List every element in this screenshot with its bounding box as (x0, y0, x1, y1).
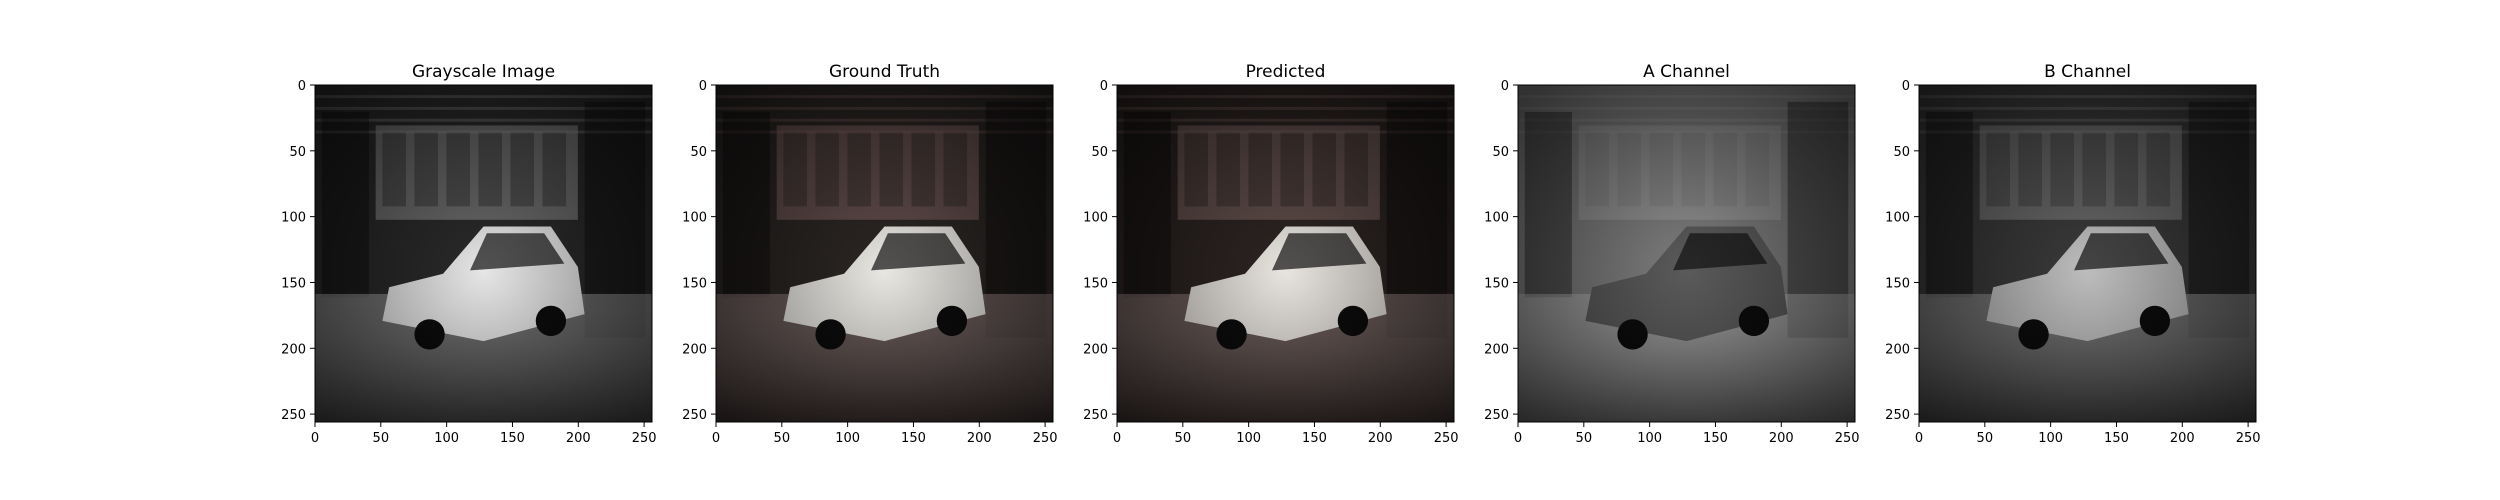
y-tick-label: 250 (682, 408, 707, 423)
y-tick-label: 200 (1083, 342, 1108, 357)
y-tick-label: 50 (1091, 145, 1108, 160)
x-tick-label: 100 (1236, 431, 1261, 446)
y-tick-label: 100 (281, 211, 306, 226)
panel-title: B Channel (2044, 62, 2131, 82)
y-tick-label: 150 (682, 276, 707, 291)
x-tick-label: 0 (311, 431, 319, 446)
x-tick-label: 150 (500, 431, 525, 446)
panel-a-channel: A Channel 0 50 100 150 200 250 0 50 100 150 200 250 (1484, 62, 1859, 446)
x-tick-label: 250 (1434, 431, 1459, 446)
y-tick-label: 100 (1484, 211, 1509, 226)
panel-image (1518, 85, 1855, 422)
y-tick-label: 50 (690, 145, 707, 160)
panel-title: Predicted (1246, 62, 1326, 82)
x-tick-label: 0 (1915, 431, 1923, 446)
x-tick-label: 100 (835, 431, 860, 446)
x-tick-label: 150 (1703, 431, 1728, 446)
x-tick-label: 100 (1637, 431, 1662, 446)
y-tick-label: 200 (1885, 342, 1910, 357)
panels: Grayscale Image 0 50 100 150 200 250 0 50 100 150 2… (281, 62, 2260, 446)
x-tick-label: 50 (373, 431, 390, 446)
y-tick-label: 250 (281, 408, 306, 423)
x-tick-label: 150 (1302, 431, 1327, 446)
panel-image (716, 85, 1053, 422)
panel-grayscale: Grayscale Image 0 50 100 150 200 250 0 50 100 150 2… (281, 62, 656, 446)
panel-title: A Channel (1643, 62, 1730, 82)
y-tick-label: 100 (682, 211, 707, 226)
panel-image (1919, 85, 2256, 422)
y-tick-label: 200 (1484, 342, 1509, 357)
y-tick-label: 150 (1484, 276, 1509, 291)
y-tick-label: 50 (1492, 145, 1509, 160)
y-tick-label: 250 (1885, 408, 1910, 423)
y-tick-label: 0 (699, 79, 707, 94)
y-tick-label: 0 (1501, 79, 1509, 94)
y-tick-label: 0 (1100, 79, 1108, 94)
x-tick-label: 50 (774, 431, 791, 446)
x-tick-label: 200 (1368, 431, 1393, 446)
x-tick-label: 100 (2038, 431, 2063, 446)
x-tick-label: 250 (1033, 431, 1058, 446)
axes-frame (1517, 84, 1856, 423)
axes-frame (1116, 84, 1455, 423)
y-tick-label: 50 (289, 145, 306, 160)
x-tick-label: 150 (2104, 431, 2129, 446)
x-tick-label: 250 (1835, 431, 1860, 446)
axes-frame (1918, 84, 2257, 423)
y-tick-label: 200 (682, 342, 707, 357)
axes-frame (715, 84, 1054, 423)
x-tick-label: 50 (1175, 431, 1192, 446)
x-tick-label: 150 (901, 431, 926, 446)
y-tick-label: 0 (1902, 79, 1910, 94)
y-tick-label: 250 (1484, 408, 1509, 423)
x-tick-label: 100 (434, 431, 459, 446)
panel-title: Ground Truth (829, 62, 940, 82)
y-tick-label: 200 (281, 342, 306, 357)
x-tick-label: 0 (1514, 431, 1522, 446)
x-tick-label: 200 (2170, 431, 2195, 446)
y-tick-label: 150 (1083, 276, 1108, 291)
panel-b-channel: B Channel 0 50 100 150 200 250 0 50 100 150 200 250 (1885, 62, 2260, 446)
panel-predicted: Predicted 0 50 100 150 200 250 0 50 100 150 200 250 (1083, 62, 1458, 446)
panel-ground-truth: Ground Truth 0 50 100 150 200 250 0 50 100 150 200 2… (682, 62, 1057, 446)
x-tick-label: 200 (967, 431, 992, 446)
y-tick-label: 100 (1885, 211, 1910, 226)
y-tick-label: 50 (1893, 145, 1910, 160)
y-tick-label: 100 (1083, 211, 1108, 226)
panel-title: Grayscale Image (412, 62, 555, 82)
y-tick-label: 150 (281, 276, 306, 291)
axes-frame (314, 84, 653, 423)
y-tick-label: 0 (298, 79, 306, 94)
x-tick-label: 200 (1769, 431, 1794, 446)
x-tick-label: 250 (2236, 431, 2261, 446)
y-tick-label: 150 (1885, 276, 1910, 291)
x-tick-label: 0 (712, 431, 720, 446)
x-tick-label: 50 (1977, 431, 1994, 446)
x-tick-label: 250 (632, 431, 657, 446)
x-tick-label: 200 (566, 431, 591, 446)
y-tick-label: 250 (1083, 408, 1108, 423)
x-tick-label: 0 (1113, 431, 1121, 446)
x-tick-label: 50 (1576, 431, 1593, 446)
panel-image (315, 85, 652, 422)
panel-image (1117, 85, 1454, 422)
